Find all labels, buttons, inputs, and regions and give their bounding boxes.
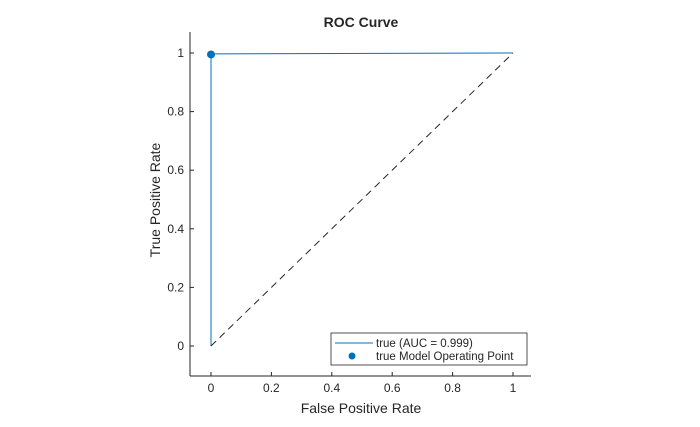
x-tick-label: 1 (510, 381, 517, 395)
x-tick-label: 0.2 (263, 381, 280, 395)
y-tick-label: 0.2 (167, 280, 184, 294)
legend-marker-swatch (348, 352, 356, 360)
operating-point-marker (207, 50, 215, 59)
y-tick-label: 0.6 (167, 163, 184, 177)
legend-entry-operating-point: true Model Operating Point (376, 351, 514, 363)
legend: true (AUC = 0.999) true Model Operating … (330, 332, 528, 366)
x-tick-label: 0.8 (444, 381, 461, 395)
x-tick-label: 0.4 (323, 381, 340, 395)
y-tick-label: 1 (177, 46, 184, 60)
x-axis-label: False Positive Rate (301, 400, 422, 416)
legend-entry-curve: true (AUC = 0.999) (376, 338, 473, 350)
chart-title: ROC Curve (324, 14, 399, 30)
y-tick-label: 0.8 (167, 105, 184, 119)
y-tick-label: 0.4 (167, 222, 184, 236)
x-tick-label: 0 (208, 381, 215, 395)
diagonal-reference-line (210, 52, 514, 347)
y-axis-label: True Positive Rate (147, 142, 163, 257)
y-tick-label: 0 (177, 339, 184, 353)
x-tick-label: 0.6 (384, 381, 401, 395)
